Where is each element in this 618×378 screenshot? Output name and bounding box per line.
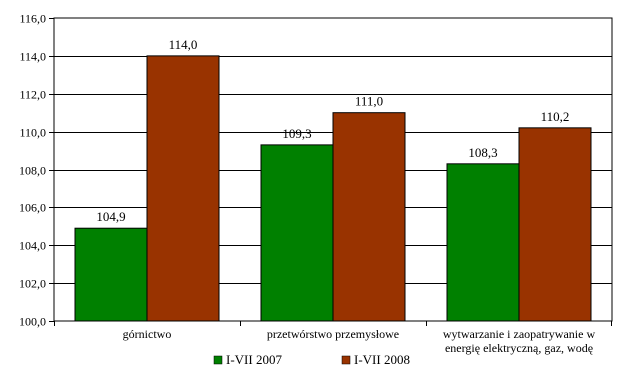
bar (146, 55, 220, 322)
y-tick-label: 102,0 (19, 277, 46, 291)
category-label: wytwarzanie i zaopatrywanie w (443, 327, 596, 341)
y-tick-label: 108,0 (19, 164, 46, 178)
legend-swatch (213, 355, 223, 365)
data-label: 109,3 (282, 126, 311, 141)
bar (260, 144, 334, 322)
bar (74, 227, 148, 322)
legend-label: I-VII 2008 (354, 352, 410, 367)
y-tick-label: 114,0 (19, 50, 46, 64)
y-tick-label: 100,0 (19, 315, 46, 329)
bar (518, 127, 592, 322)
data-label: 108,3 (468, 145, 497, 160)
data-label: 111,0 (355, 94, 383, 109)
plot-border (53, 17, 613, 322)
bars (74, 55, 592, 322)
data-label: 114,0 (169, 37, 198, 52)
category-label: przetwórstwo przemysłowe (267, 327, 399, 341)
category-label: energię elektryczną, gaz, wodę (445, 341, 593, 355)
y-tick-label: 112,0 (19, 88, 46, 102)
y-tick-label: 116,0 (19, 12, 46, 26)
bar (446, 163, 520, 322)
legend: I-VII 2007 I-VII 2008 (213, 352, 410, 367)
category-label: górnictwo (123, 327, 172, 341)
data-label: 104,9 (96, 209, 125, 224)
y-tick-label: 110,0 (19, 126, 46, 140)
legend-swatch (341, 355, 351, 365)
labels: 100,0 102,0 104,0 106,0 108,0 110,0 112,0 114,0… (19, 12, 595, 356)
data-label: 110,2 (541, 109, 570, 124)
y-tick-label: 104,0 (19, 239, 46, 253)
y-tick-label: 106,0 (19, 201, 46, 215)
legend-label: I-VII 2007 (226, 352, 282, 367)
axes (49, 17, 613, 326)
bar (332, 112, 406, 322)
